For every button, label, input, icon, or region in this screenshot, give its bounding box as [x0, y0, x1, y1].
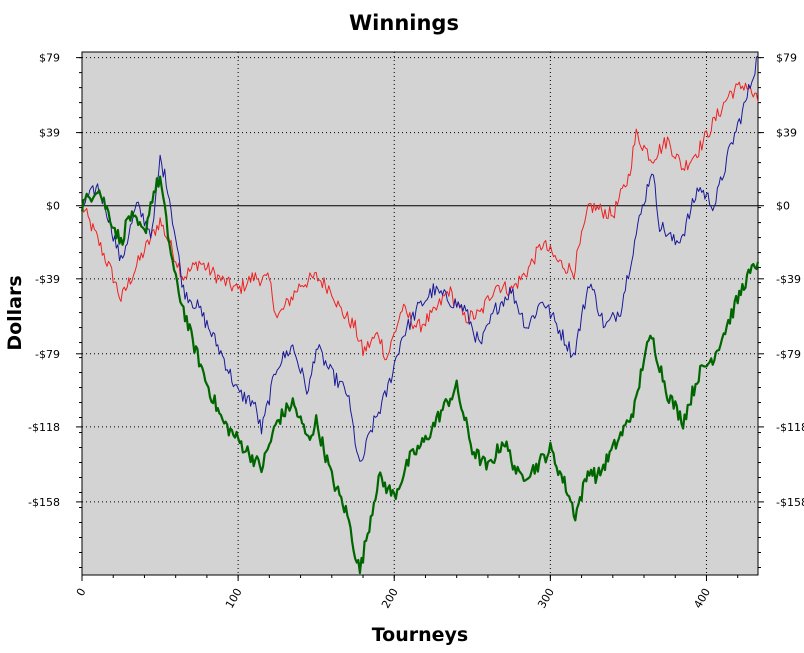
- y-tick-label: $79: [39, 52, 60, 65]
- y-tick-label: $0: [46, 200, 60, 213]
- y-tick-label: -$158: [28, 496, 60, 509]
- y-tick-label: -$118: [28, 421, 60, 434]
- y-tick-label-right: -$79: [776, 348, 801, 361]
- x-tick-label: 0: [74, 586, 89, 599]
- y-tick-label-right: $0: [776, 200, 790, 213]
- y-tick-label: -$79: [35, 348, 60, 361]
- series-line-1: [81, 81, 759, 361]
- y-axis-title: Dollars: [4, 275, 26, 350]
- chart-title: Winnings: [349, 11, 459, 35]
- x-tick-label: 300: [535, 586, 557, 611]
- tick-layer: [76, 57, 764, 581]
- x-tick-label: 200: [379, 586, 401, 611]
- y-tick-label-right: -$158: [776, 496, 804, 509]
- y-tick-label-right: -$39: [776, 273, 801, 286]
- x-tick-label: 400: [691, 586, 713, 611]
- plot-background: [81, 51, 759, 576]
- x-axis-title: Tourneys: [372, 624, 469, 646]
- y-tick-label: -$39: [35, 273, 60, 286]
- x-tick-label: 100: [223, 586, 245, 611]
- series-layer: [80, 55, 760, 575]
- series-line-2: [81, 55, 759, 462]
- y-tick-label-right: $79: [776, 52, 797, 65]
- series-line-3: [80, 175, 760, 575]
- y-tick-label: $39: [39, 127, 60, 140]
- y-tick-label-right: -$118: [776, 421, 804, 434]
- y-tick-label-right: $39: [776, 127, 797, 140]
